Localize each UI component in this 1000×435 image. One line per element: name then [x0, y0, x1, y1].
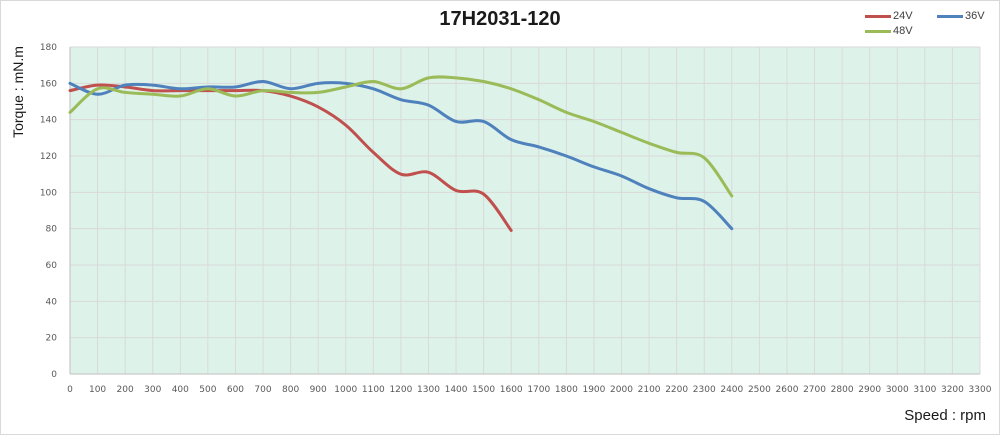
gridlines	[70, 46, 981, 374]
x-tick-label: 2900	[858, 385, 881, 395]
y-tick-label: 100	[40, 188, 57, 198]
x-tick-label: 2200	[665, 385, 688, 395]
legend-label-24v: 24V	[893, 10, 913, 22]
x-tick-label: 3300	[969, 385, 992, 395]
x-tick-label: 3200	[941, 385, 964, 395]
legend-swatch-24v	[865, 14, 891, 18]
x-tick-label: 2100	[638, 385, 661, 395]
y-tick-label: 160	[40, 79, 57, 89]
x-tick-label: 900	[310, 385, 327, 395]
y-tick-label: 0	[51, 370, 57, 380]
x-tick-label: 700	[254, 385, 271, 395]
x-tick-label: 1600	[500, 385, 523, 395]
x-tick-label: 1100	[362, 385, 385, 395]
y-tick-label: 140	[40, 116, 57, 126]
x-axis-label: Speed : rpm	[904, 407, 986, 424]
x-tick-label: 1400	[445, 385, 468, 395]
legend-swatch-36v	[937, 14, 963, 18]
x-tick-label: 2500	[748, 385, 771, 395]
x-tick-label: 500	[199, 385, 216, 395]
x-tick-label: 3100	[913, 385, 936, 395]
y-axis-ticks: 0 20 40 60 80 100 120 140 160 180	[40, 43, 57, 380]
series-line-48v	[68, 75, 734, 198]
x-tick-label: 600	[227, 385, 244, 395]
y-tick-label: 60	[46, 261, 58, 271]
x-tick-label: 2300	[693, 385, 716, 395]
x-tick-label: 1200	[389, 385, 412, 395]
x-tick-label: 2800	[831, 385, 854, 395]
y-tick-label: 20	[46, 334, 58, 344]
x-tick-label: 100	[89, 385, 106, 395]
legend: 24V 36V 48V	[865, 10, 995, 44]
y-tick-label: 120	[40, 152, 57, 162]
x-tick-label: 2400	[720, 385, 743, 395]
legend-item-36v: 36V	[937, 10, 985, 22]
x-tick-label: 800	[282, 385, 299, 395]
legend-label-48v: 48V	[893, 25, 913, 37]
x-tick-label: 1800	[555, 385, 578, 395]
legend-label-36v: 36V	[965, 10, 985, 22]
plot-background	[70, 47, 980, 374]
x-tick-label: 1700	[527, 385, 550, 395]
legend-item-48v: 48V	[865, 25, 913, 37]
x-axis-ticks: 0 100 200 300 400 500 600 700 800 900 1000 1100 1200…	[67, 385, 992, 395]
series-line-36v	[68, 80, 734, 231]
x-tick-label: 0	[67, 385, 73, 395]
x-tick-label: 1900	[582, 385, 605, 395]
x-tick-label: 2600	[776, 385, 799, 395]
x-tick-label: 1300	[417, 385, 440, 395]
y-tick-label: 80	[46, 225, 58, 235]
legend-item-24v: 24V	[865, 10, 913, 22]
legend-swatch-48v	[865, 29, 891, 33]
x-tick-label: 200	[117, 385, 134, 395]
x-tick-label: 1500	[472, 385, 495, 395]
y-tick-label: 40	[46, 297, 58, 307]
x-tick-label: 3000	[886, 385, 909, 395]
y-tick-label: 180	[40, 43, 57, 53]
x-tick-label: 2700	[803, 385, 826, 395]
series-line-24v	[68, 83, 513, 232]
series-lines	[68, 75, 734, 232]
x-tick-label: 300	[144, 385, 161, 395]
x-tick-label: 2000	[610, 385, 633, 395]
x-tick-label: 1000	[334, 385, 357, 395]
chart-title: 17H2031-120	[439, 8, 561, 30]
axes	[69, 47, 980, 375]
x-tick-label: 400	[172, 385, 189, 395]
